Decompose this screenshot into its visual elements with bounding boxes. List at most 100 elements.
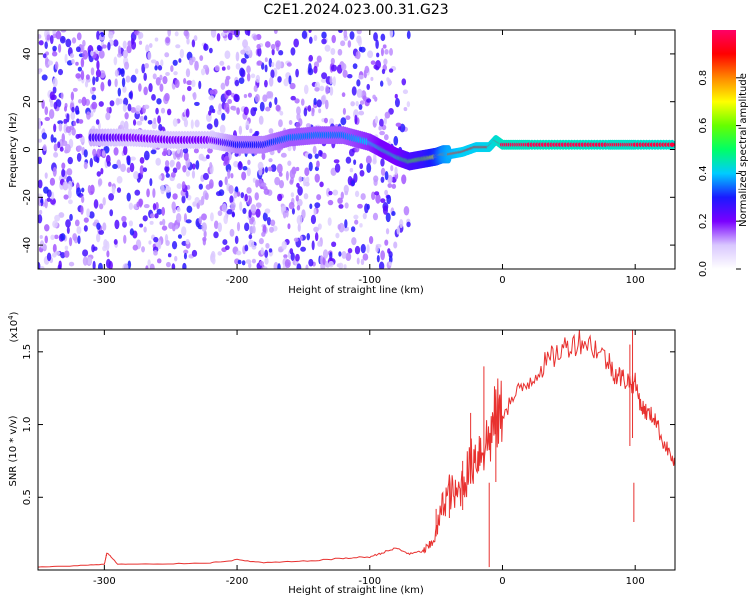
spectrogram-cell (250, 73, 256, 79)
spectrogram-cell (81, 96, 87, 107)
spectrogram-cell (120, 68, 125, 78)
spectrogram-cell (126, 155, 131, 163)
spectrogram-cell (52, 86, 57, 94)
spectrogram-cell (209, 89, 214, 95)
spectrogram-cell (183, 118, 189, 128)
spectrogram-cell (154, 213, 159, 219)
spectrogram-cell (176, 147, 181, 154)
spectrogram-cell (233, 191, 238, 199)
spectrogram-cell (147, 51, 152, 61)
spectrogram-cell (338, 204, 344, 209)
spectrogram-cell (278, 179, 285, 189)
spectrogram-cell (320, 95, 326, 105)
spectrogram-cell (359, 100, 365, 105)
spectrogram-cell (397, 125, 402, 131)
spectrogram-cell (264, 166, 269, 173)
spectrogram-cell (345, 156, 352, 164)
spectrogram-cell (201, 213, 207, 221)
spectrogram-cell (258, 115, 264, 125)
spectrogram-cell (380, 33, 386, 42)
spectrogram-cell (341, 62, 347, 71)
spectrogram-cell (366, 98, 372, 103)
spectrogram-cell (236, 250, 242, 256)
spectrogram-cell (182, 165, 187, 173)
spectrogram-cell (342, 69, 348, 78)
spectrogram-cell (384, 48, 389, 55)
spectrogram-cell (182, 262, 187, 269)
spectrogram-cell (327, 199, 334, 206)
spectrogram-cell (243, 106, 249, 116)
spectrogram-cell (106, 250, 110, 258)
spectrogram-cell (330, 64, 337, 72)
spectrogram-cell (148, 43, 153, 48)
spectrogram-cell (228, 184, 234, 195)
spectrogram-cell (345, 252, 352, 261)
spectrogram-cell (368, 235, 374, 245)
spectrogram-cell (360, 258, 365, 265)
spectrogram-cell (308, 30, 312, 33)
spectrogram-cell (159, 221, 163, 226)
spectrogram-cell (170, 172, 176, 178)
spectrogram-cell (124, 120, 129, 131)
spectrogram-cell (264, 257, 269, 265)
spectrogram-cell (57, 141, 61, 149)
spectrogram-cell (72, 87, 78, 92)
spectrogram-cell (283, 254, 288, 259)
spectrogram-cell (218, 189, 225, 197)
snr-x-tick-label: 0 (499, 576, 505, 587)
spectrogram-cell (268, 101, 272, 109)
spectrogram-cell (149, 220, 154, 225)
spectrogram-cell (223, 30, 229, 34)
snr-y-tick-label: 1.0 (22, 417, 33, 433)
spectrogram-cell (356, 30, 362, 35)
spectrogram-cell (211, 256, 216, 265)
spectrogram-cell (213, 231, 219, 239)
spectrogram-cell (130, 74, 137, 83)
spectrogram-cell (146, 188, 150, 198)
spectrogram-cell (334, 163, 341, 173)
spectrogram-cell (264, 249, 269, 258)
spectrogram-cell (255, 208, 261, 218)
spectrogram-cell (374, 191, 380, 196)
spectrogram-y-tick-label: -40 (22, 237, 33, 253)
spectrogram-cell (123, 234, 127, 244)
spectrogram-cell (375, 39, 379, 50)
spectrogram-cell (308, 54, 314, 62)
spectrogram-cell (59, 146, 64, 152)
spectrogram-cell (63, 105, 68, 112)
spectrogram-cell (198, 153, 205, 161)
spectrogram-cell (256, 60, 263, 66)
spectrogram-cell (344, 202, 349, 209)
spectrogram-cell (183, 249, 189, 254)
spectrogram-cell (123, 145, 128, 156)
spectrogram-cell (250, 204, 257, 214)
spectrogram-cell (224, 245, 230, 251)
spectrogram-cell (185, 239, 190, 245)
spectrogram-cell (388, 68, 394, 73)
spectrogram-cell (171, 263, 176, 269)
spectrogram-cell (246, 167, 251, 177)
spectrogram-cell (195, 160, 200, 170)
spectrogram-cell (148, 82, 153, 93)
spectrogram-cell (156, 208, 163, 215)
spectrogram-cell (114, 219, 120, 230)
spectrogram-cell (327, 217, 332, 226)
spectrogram-cell (67, 156, 73, 165)
snr-x-tick-label: 100 (626, 576, 645, 587)
snr-x-tick-label: -100 (358, 576, 381, 587)
spectrogram-cell (172, 59, 178, 66)
spectrogram-cell (221, 112, 226, 121)
spectrogram-cell (97, 45, 103, 52)
spectrogram-cell (174, 79, 180, 88)
spectrogram-cell (332, 189, 339, 196)
spectrogram-cell (303, 107, 308, 117)
spectrogram-cell (203, 64, 209, 70)
spectrogram-cell (41, 74, 48, 81)
spectrogram-cell (98, 101, 104, 107)
spectrogram-cell (107, 41, 111, 51)
spectrogram-cell (294, 260, 299, 266)
spectrogram-cell (139, 223, 144, 228)
spectrogram-cell (367, 50, 374, 59)
spectrogram-cell (340, 117, 347, 126)
